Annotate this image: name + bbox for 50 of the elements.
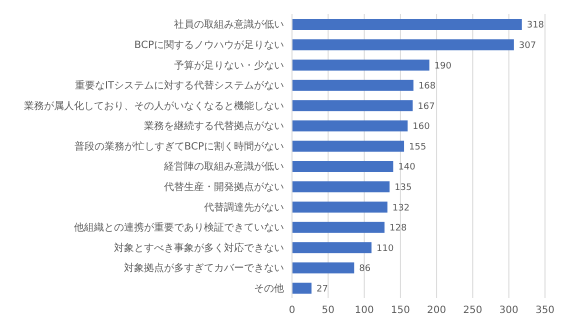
bar [292, 60, 430, 71]
bar [292, 19, 522, 30]
x-tick-label: 200 [427, 305, 446, 316]
x-tick-label: 100 [354, 305, 374, 316]
bar [292, 222, 385, 233]
data-label: 168 [418, 82, 436, 92]
data-label: 155 [409, 142, 426, 152]
x-tick-label: 150 [390, 305, 410, 316]
data-label: 318 [526, 20, 544, 31]
bar [292, 39, 514, 50]
bar [292, 262, 354, 274]
y-tick-label: 対象拠点が多すぎてカバーできない [124, 262, 284, 274]
y-tick-label: 対象とすべき事象が多く対応できない [114, 242, 284, 254]
y-tick-label: BCPに関するノウハウが足りない [134, 40, 284, 51]
y-tick-label: 代替生産・開発拠点がない [163, 180, 284, 193]
data-label: 307 [518, 40, 536, 51]
bar [292, 120, 408, 132]
x-tick-label: 250 [463, 305, 482, 316]
y-tick-label: 業務を継続する代替拠点がない [144, 120, 284, 132]
data-label: 140 [398, 162, 416, 173]
x-tick-label: 50 [322, 305, 335, 316]
y-tick-label: 重要なITシステムに対する代替システムがない [74, 80, 284, 92]
data-label: 167 [418, 102, 435, 112]
data-label: 86 [359, 264, 371, 274]
data-label: 135 [394, 182, 412, 193]
y-tick-label: 普段の業務が忙しすぎてBCPに割く時間がない [74, 140, 284, 152]
data-label: 110 [376, 244, 394, 254]
x-tick-label: 0 [288, 305, 296, 316]
data-label: 132 [392, 203, 410, 214]
data-label: 27 [316, 284, 328, 294]
y-tick-label: 他組織との連携が重要であり検証できていない [74, 222, 284, 234]
y-tick-label: 経営陣の取組み意識が低い [163, 160, 284, 173]
bar [292, 140, 404, 152]
data-label: 190 [434, 61, 452, 72]
bar [292, 282, 312, 294]
bar [292, 242, 372, 254]
data-label: 128 [390, 224, 407, 234]
x-tick-label: 300 [499, 305, 518, 316]
bar [292, 202, 388, 213]
bar [292, 100, 413, 112]
y-tick-label: 業務が属人化しており、その人がいなくなると機能しない [24, 100, 284, 112]
data-label: 160 [412, 122, 430, 132]
bar [292, 181, 390, 192]
bar [292, 80, 414, 91]
y-tick-label: その他 [254, 282, 284, 294]
x-tick-label: 350 [535, 305, 555, 316]
y-tick-label: 代替調達先がない [203, 201, 284, 214]
y-tick-label: 社員の取組み意識が低い [174, 18, 284, 31]
y-tick-label: 予算が足りない・少ない [174, 59, 284, 72]
bar [292, 161, 394, 172]
